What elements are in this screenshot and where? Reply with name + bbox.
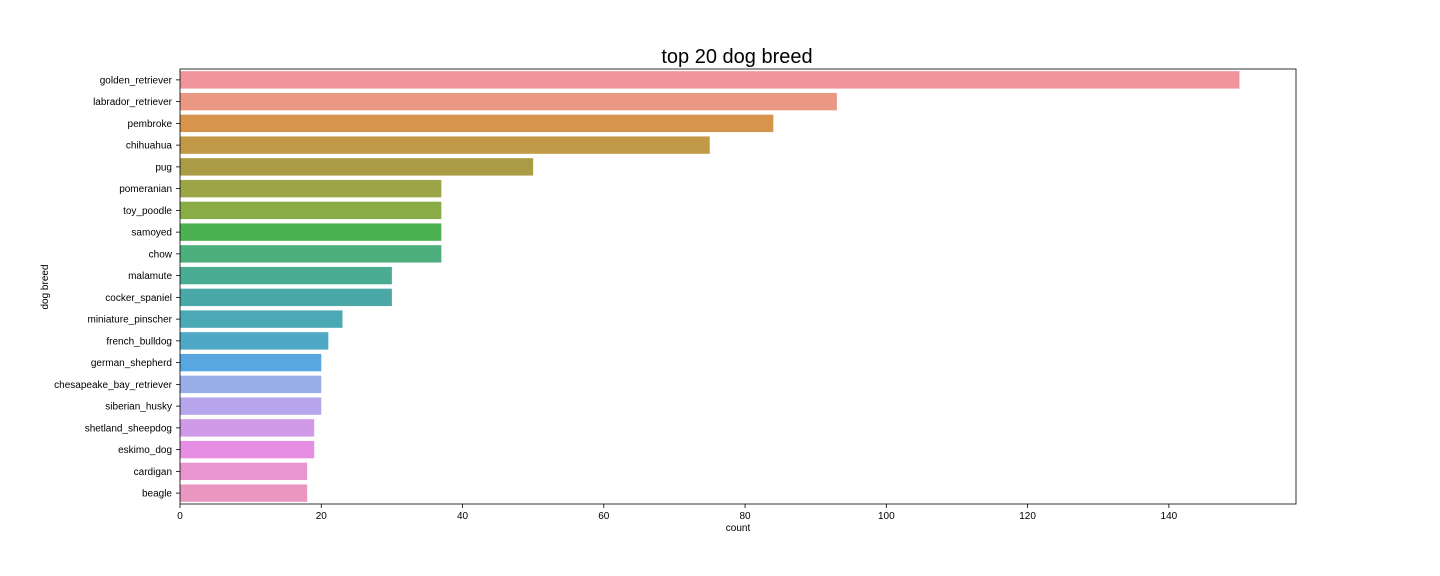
x-axis-label: count bbox=[726, 523, 751, 534]
y-tick-label: pomeranian bbox=[119, 184, 172, 195]
y-tick-label: german_shepherd bbox=[91, 358, 172, 369]
bar-pembroke bbox=[180, 114, 774, 133]
x-ticks: 0 20 40 60 80 100 120 140 bbox=[177, 504, 1178, 522]
y-tick-label: chesapeake_bay_retriever bbox=[54, 380, 173, 391]
bar-samoyed bbox=[180, 223, 442, 241]
y-tick-label: chihuahua bbox=[126, 141, 173, 152]
bar-cardigan bbox=[180, 462, 308, 481]
bar-chow bbox=[180, 245, 442, 263]
y-tick-label: cardigan bbox=[134, 467, 172, 478]
y-tick-label: siberian_husky bbox=[105, 402, 172, 413]
y-tick-label: malamute bbox=[128, 271, 172, 282]
x-tick-label: 140 bbox=[1161, 511, 1178, 522]
y-axis-label: dog breed bbox=[40, 264, 51, 309]
bar-chesapeake_bay_retriever bbox=[180, 375, 322, 394]
y-tick-label: pug bbox=[155, 162, 172, 173]
bar-golden_retriever bbox=[180, 71, 1240, 89]
bar-pug bbox=[180, 158, 534, 176]
bar-miniature_pinscher bbox=[180, 310, 343, 328]
x-tick-label: 60 bbox=[598, 511, 610, 522]
bar-siberian_husky bbox=[180, 397, 322, 415]
y-tick-label: beagle bbox=[142, 489, 172, 500]
bar-german_shepherd bbox=[180, 353, 322, 372]
y-tick-label: pembroke bbox=[128, 119, 173, 130]
x-tick-label: 80 bbox=[740, 511, 752, 522]
chart-title: top 20 dog breed bbox=[661, 46, 812, 68]
bar-french_bulldog bbox=[180, 332, 329, 350]
y-tick-label: labrador_retriever bbox=[93, 97, 173, 108]
bars-group bbox=[180, 71, 1240, 502]
bar-malamute bbox=[180, 266, 392, 285]
bar-eskimo_dog bbox=[180, 440, 315, 459]
y-tick-label: french_bulldog bbox=[106, 336, 172, 347]
x-tick-label: 20 bbox=[316, 511, 328, 522]
y-tick-label: eskimo_dog bbox=[118, 445, 172, 456]
x-tick-label: 120 bbox=[1019, 511, 1036, 522]
x-tick-label: 100 bbox=[878, 511, 895, 522]
x-tick-label: 40 bbox=[457, 511, 469, 522]
bar-pomeranian bbox=[180, 179, 442, 198]
bar-chihuahua bbox=[180, 136, 710, 154]
y-tick-label: shetland_sheepdog bbox=[85, 423, 172, 434]
y-tick-label: miniature_pinscher bbox=[88, 315, 173, 326]
y-tick-label: cocker_spaniel bbox=[105, 293, 172, 304]
y-tick-label: toy_poodle bbox=[123, 206, 172, 217]
y-tick-label: samoyed bbox=[131, 228, 172, 239]
bar-beagle bbox=[180, 484, 308, 502]
bar-cocker_spaniel bbox=[180, 288, 392, 307]
bar-toy_poodle bbox=[180, 201, 442, 220]
x-tick-label: 0 bbox=[177, 511, 183, 522]
y-tick-labels: golden_retriever labrador_retrieverpembro… bbox=[54, 75, 180, 500]
plot-frame bbox=[179, 68, 1297, 505]
y-tick-label: golden_retriever bbox=[100, 75, 173, 86]
y-tick-label: chow bbox=[149, 249, 173, 260]
bar-labrador_retriever bbox=[180, 92, 837, 111]
bar-shetland_sheepdog bbox=[180, 419, 315, 437]
